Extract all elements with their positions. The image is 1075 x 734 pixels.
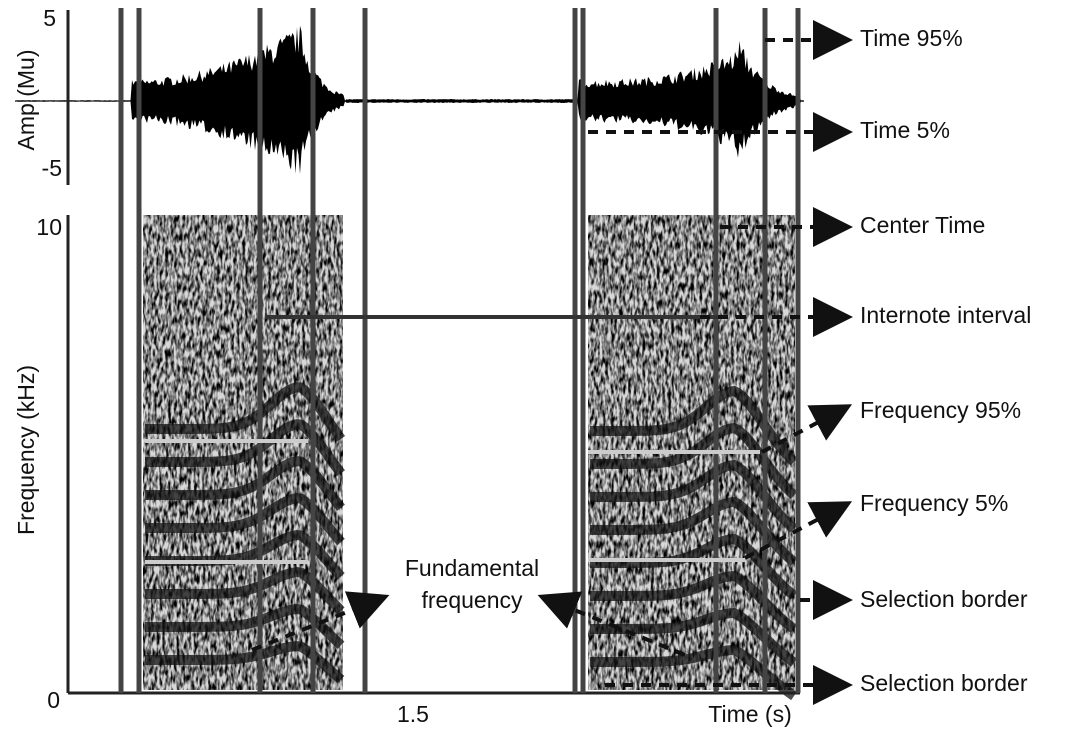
harmonic xyxy=(590,533,798,600)
tick-label: 10 xyxy=(36,214,62,240)
pointer xyxy=(744,501,853,560)
annotation: Frequency 95% xyxy=(860,397,1021,423)
annotation: Center Time xyxy=(860,212,985,238)
harmonic xyxy=(145,382,346,442)
annotation: Time 5% xyxy=(860,117,950,143)
annotation: Time 95% xyxy=(860,25,963,51)
pointers xyxy=(251,20,853,705)
pointer xyxy=(761,404,853,454)
annotation: Fundamental xyxy=(405,555,539,581)
harmonic xyxy=(145,604,345,649)
harmonic xyxy=(590,385,798,466)
axis-label: Frequency (kHz) xyxy=(13,365,39,535)
annotation: Selection border xyxy=(860,670,1028,696)
harmonic xyxy=(145,493,345,546)
annotation: Internote interval xyxy=(860,302,1031,328)
tick-label: 1.5 xyxy=(397,701,429,727)
harmonic-bands xyxy=(145,382,798,701)
harmonic xyxy=(590,607,797,667)
axis-label: Time (s) xyxy=(708,701,791,727)
pointer xyxy=(251,591,390,652)
harmonic xyxy=(590,496,798,567)
waveform xyxy=(15,25,804,174)
annotation: frequency xyxy=(421,587,523,613)
harmonic xyxy=(145,419,345,477)
harmonic xyxy=(590,644,797,701)
measure-lines xyxy=(145,315,760,564)
tick-label: -5 xyxy=(42,155,62,181)
tick-label: 0 xyxy=(47,687,60,713)
harmonic xyxy=(590,459,798,533)
annotation: Frequency 5% xyxy=(860,490,1008,516)
harmonic xyxy=(145,567,345,615)
annotation: Selection border xyxy=(860,586,1028,612)
selection-borders xyxy=(118,8,801,693)
pointer xyxy=(537,591,686,657)
axes xyxy=(66,10,800,695)
tick-label: 5 xyxy=(43,5,56,31)
harmonic xyxy=(590,570,798,634)
harmonic xyxy=(145,641,345,684)
harmonic xyxy=(145,456,345,511)
axis-label: Amp (Mu) xyxy=(13,50,39,151)
